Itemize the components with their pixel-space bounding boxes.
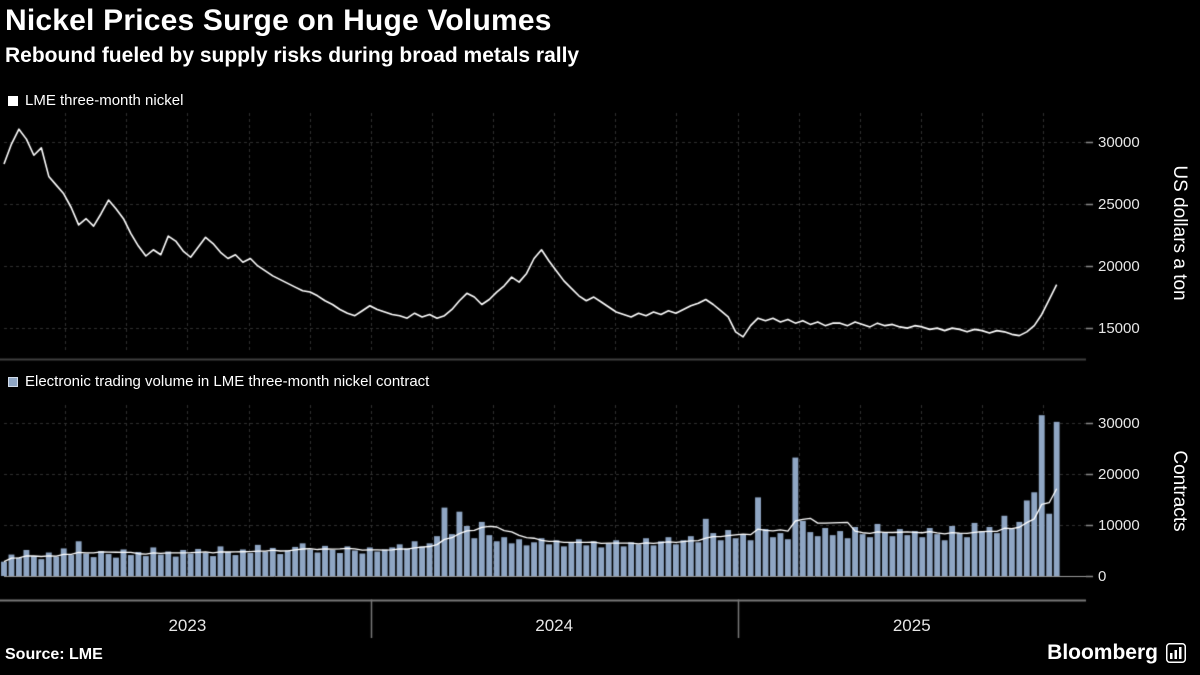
price-series-swatch-icon bbox=[8, 95, 18, 106]
y-tick-label: 20000 bbox=[1098, 257, 1140, 275]
y-tick-label: 25000 bbox=[1098, 195, 1140, 213]
legend-price-label: LME three-month nickel bbox=[25, 92, 184, 109]
source-label: Source: LME bbox=[5, 646, 103, 663]
y-tick-label: 15000 bbox=[1098, 319, 1140, 337]
bloomberg-wordmark: Bloomberg bbox=[1047, 641, 1158, 664]
price-axis-title: US dollars a ton bbox=[1169, 165, 1190, 301]
legend-price: LME three-month nickel bbox=[8, 92, 183, 109]
bloomberg-chart-icon bbox=[1166, 643, 1186, 663]
legend-volume-label: Electronic trading volume in LME three-m… bbox=[25, 373, 430, 390]
volume-axis-title: Contracts bbox=[1169, 450, 1190, 532]
x-axis-year-label: 2023 bbox=[168, 616, 207, 635]
x-axis-year-label: 2024 bbox=[535, 616, 574, 635]
y-tick-label: 0 bbox=[1098, 567, 1107, 585]
chart-title: Nickel Prices Surge on Huge Volumes bbox=[5, 4, 552, 37]
bloomberg-logo: Bloomberg bbox=[1047, 641, 1186, 665]
volume-series-swatch-icon bbox=[8, 376, 18, 387]
x-axis-year-label: 2025 bbox=[892, 616, 931, 635]
y-tick-label: 30000 bbox=[1098, 414, 1140, 432]
y-tick-label: 20000 bbox=[1098, 465, 1140, 483]
y-tick-label: 10000 bbox=[1098, 516, 1140, 534]
chart-subtitle: Rebound fueled by supply risks during br… bbox=[5, 44, 580, 67]
y-tick-label: 30000 bbox=[1098, 133, 1140, 151]
legend-volume: Electronic trading volume in LME three-m… bbox=[8, 373, 429, 390]
